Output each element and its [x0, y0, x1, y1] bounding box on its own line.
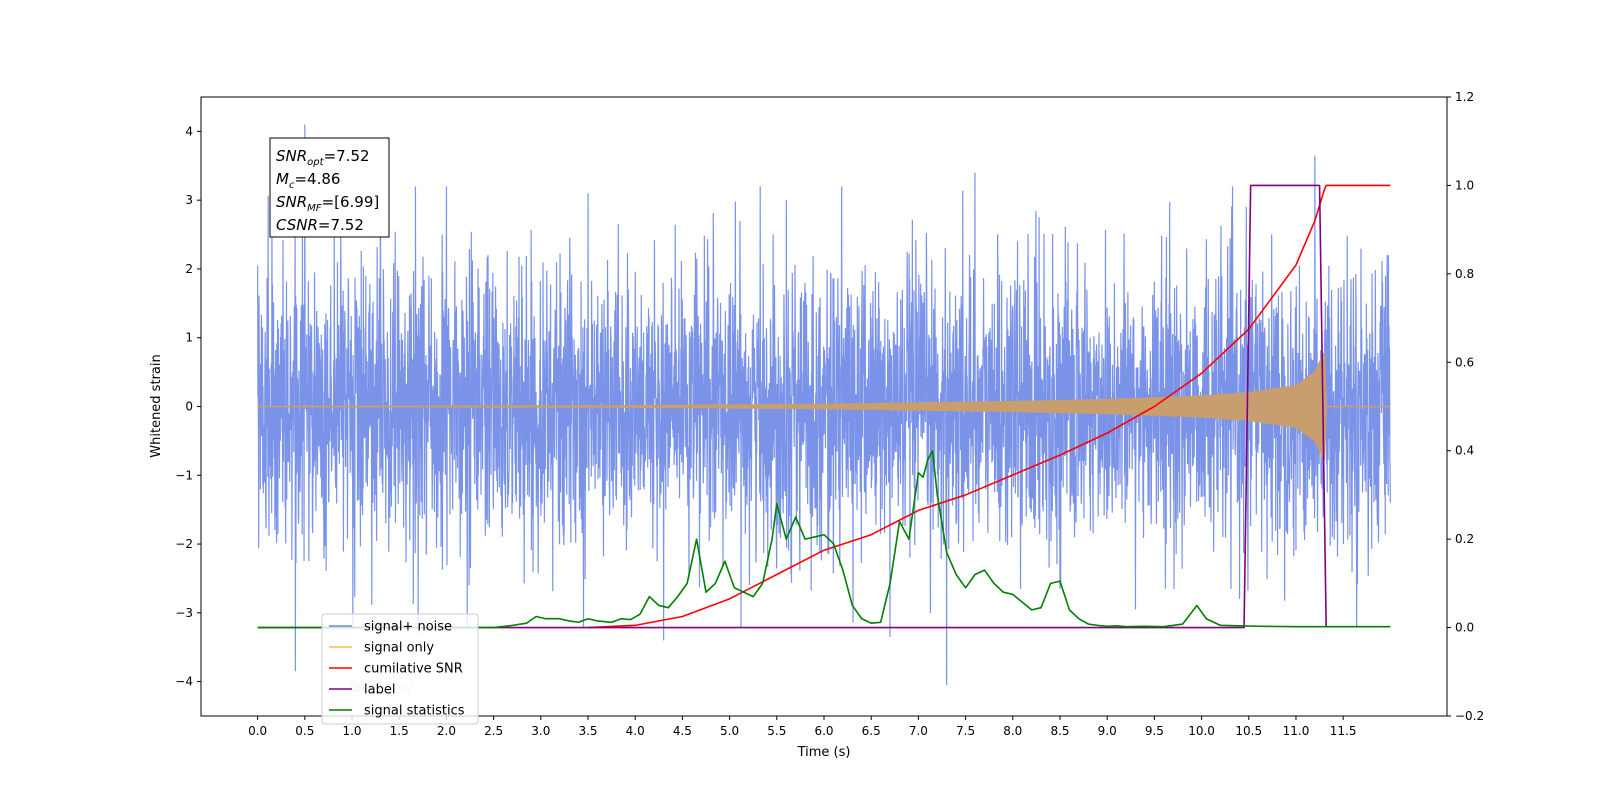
x-tick-label: 8.5	[1050, 724, 1069, 738]
y-right-tick-label: 0.4	[1455, 444, 1474, 458]
x-tick-label: 9.5	[1145, 724, 1164, 738]
series-signal-noise	[257, 124, 1391, 686]
x-tick-label: 11.0	[1283, 724, 1310, 738]
legend-entry-label: signal+ noise	[364, 620, 452, 635]
x-tick-label: 7.0	[909, 724, 928, 738]
annotation-line: SNRMF=[6.99]	[276, 193, 379, 214]
y-right-tick-label: 0.0	[1455, 621, 1474, 635]
y-left-tick-label: −2	[175, 537, 193, 551]
annotation-line: SNRopt=7.52	[276, 147, 370, 168]
legend-entry-label: label	[364, 683, 395, 698]
y-left-tick-label: 4	[185, 124, 193, 138]
x-tick-label: 3.5	[578, 724, 597, 738]
y-right-tick-label: 0.8	[1455, 267, 1474, 281]
y-right-tick-label: −0.2	[1455, 709, 1484, 723]
annotation-box	[269, 137, 390, 238]
y-left-tick-label: −3	[175, 606, 193, 620]
y-left-tick-label: 3	[185, 193, 193, 207]
series-signal-only	[257, 352, 1391, 461]
series-label	[257, 184, 1327, 629]
legend-entry-label: signal statistics	[364, 704, 465, 719]
y-left-tick-label: −1	[175, 468, 193, 482]
y-right-tick-label: 1.2	[1455, 90, 1474, 104]
x-tick-label: 6.5	[862, 724, 881, 738]
x-tick-label: 9.0	[1098, 724, 1117, 738]
x-axis-label: Time (s)	[797, 745, 851, 760]
x-tick-label: 1.0	[342, 724, 361, 738]
x-tick-label: 7.5	[956, 724, 975, 738]
x-tick-label: 0.5	[295, 724, 314, 738]
legend-entry-label: cumilative SNR	[364, 662, 463, 677]
series-cumulative-snr	[587, 184, 1391, 629]
y-left-tick-label: 0	[185, 400, 193, 414]
x-tick-label: 10.0	[1188, 724, 1215, 738]
x-tick-label: 2.0	[437, 724, 456, 738]
x-tick-label: 2.5	[484, 724, 503, 738]
y-axis-label-left: Whitened strain	[149, 354, 164, 457]
legend-box	[321, 613, 479, 725]
y-left-tick-label: −4	[175, 675, 193, 689]
x-tick-label: 4.0	[626, 724, 645, 738]
y-right-tick-label: 0.2	[1455, 532, 1474, 546]
x-tick-label: 10.5	[1235, 724, 1262, 738]
y-left-tick-label: 2	[185, 262, 193, 276]
legend-entry-label: signal only	[364, 641, 434, 656]
y-left-tick-label: 1	[185, 331, 193, 345]
y-right-tick-label: 0.6	[1455, 355, 1474, 369]
x-tick-label: 4.5	[673, 724, 692, 738]
y-right-tick-label: 1.0	[1455, 178, 1474, 192]
series-signal-statistics	[257, 449, 1391, 629]
x-tick-label: 1.5	[390, 724, 409, 738]
x-tick-label: 5.5	[767, 724, 786, 738]
x-tick-label: 11.5	[1330, 724, 1357, 738]
annotation-line: CSNR=7.52	[276, 216, 364, 234]
x-tick-label: 3.0	[531, 724, 550, 738]
x-tick-label: 0.0	[248, 724, 267, 738]
x-tick-label: 8.0	[1003, 724, 1022, 738]
x-tick-label: 5.0	[720, 724, 739, 738]
x-tick-label: 6.0	[814, 724, 833, 738]
annotation-line: Mc=4.86	[276, 170, 340, 191]
